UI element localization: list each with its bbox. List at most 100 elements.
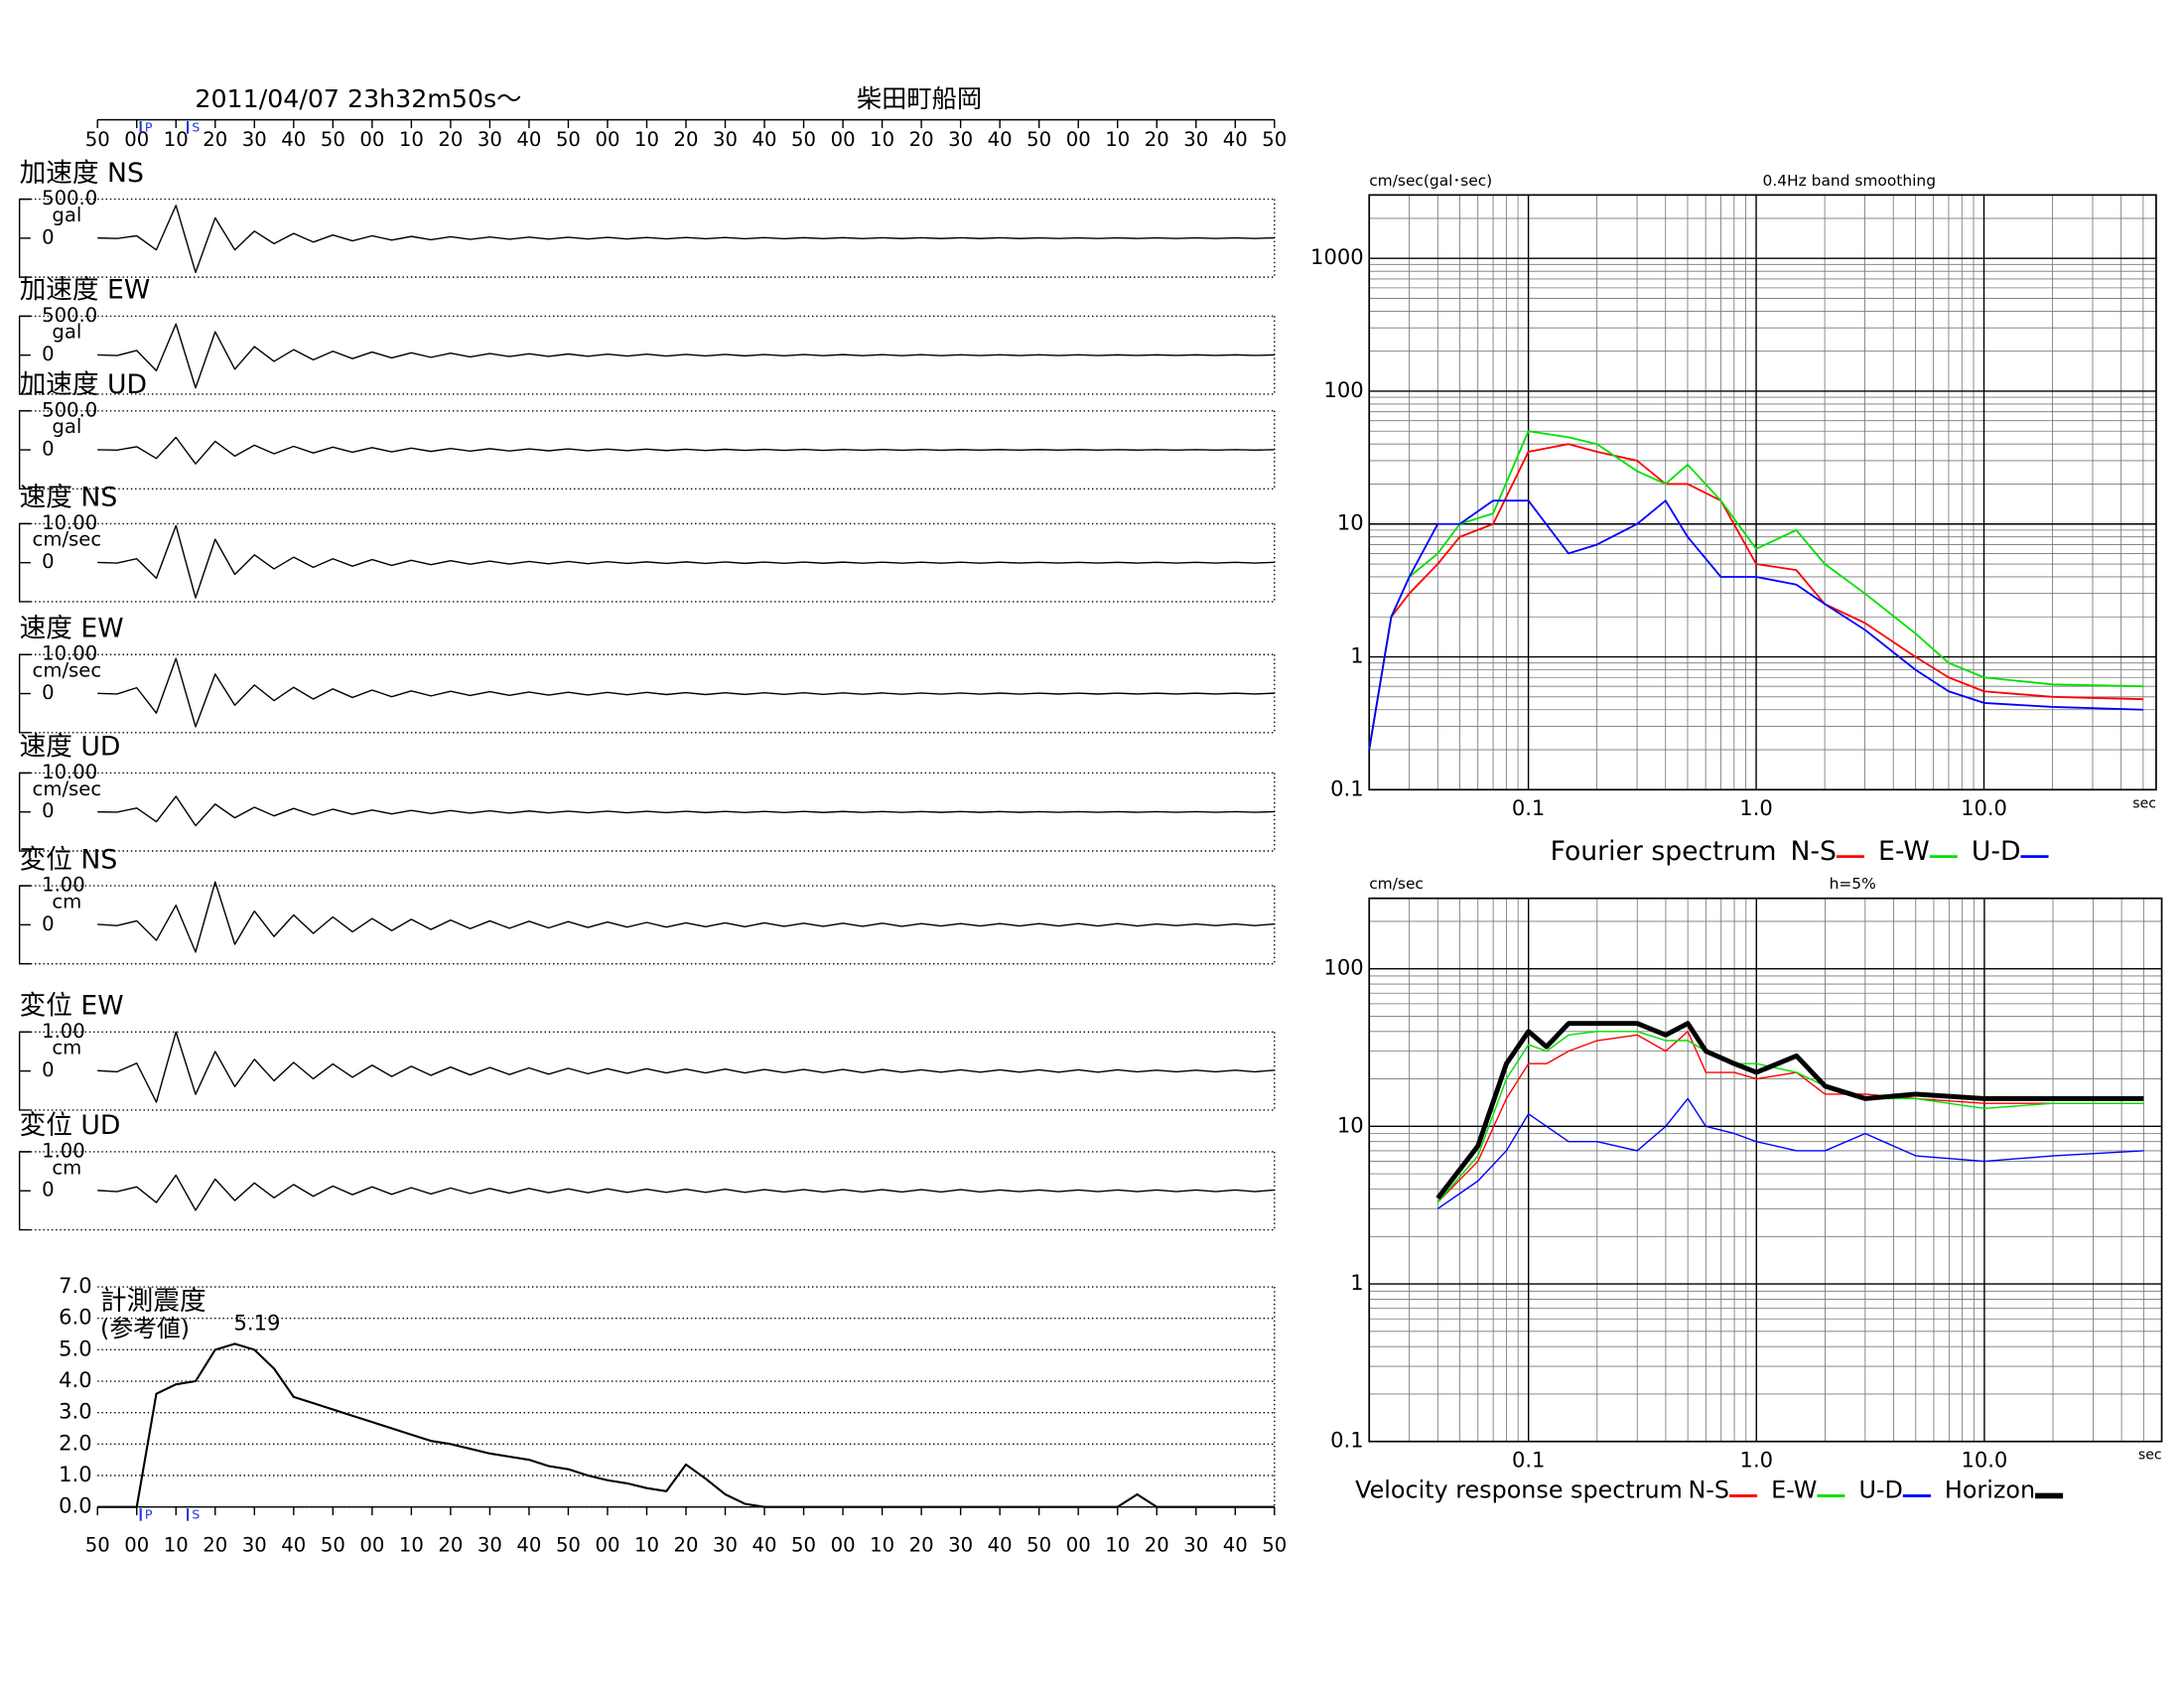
time-tick-label: 10 xyxy=(164,1533,189,1556)
y-tick-label: 0.0 xyxy=(59,1493,91,1518)
y-tick-label: 500.0 xyxy=(42,398,97,421)
y-tick-label: 0 xyxy=(42,913,55,935)
spectrum-line xyxy=(1436,1031,2144,1203)
time-tick-label: 30 xyxy=(1183,1533,1208,1556)
time-tick-label: 20 xyxy=(203,128,227,151)
y-tick-label: 0 xyxy=(42,225,55,248)
spectrum-line xyxy=(1368,430,2143,751)
time-tick-label: 20 xyxy=(674,1533,699,1556)
y-tick-label: 0 xyxy=(42,681,55,704)
x-axis-label: sec xyxy=(2132,795,2156,811)
time-tick-label: 10 xyxy=(399,1533,424,1556)
intensity-line xyxy=(97,1342,1275,1508)
time-tick-label: 50 xyxy=(791,1533,816,1556)
x-tick-label: 1.0 xyxy=(1739,795,1772,820)
panel-title: 速度 EW xyxy=(20,613,124,643)
time-tick-label: 40 xyxy=(988,128,1013,151)
time-tick-label: 40 xyxy=(1223,1533,1248,1556)
panel-title: 加速度 EW xyxy=(20,275,151,306)
y-tick-label: 0 xyxy=(42,799,55,822)
panel-title: 変位 UD xyxy=(20,1110,121,1141)
time-tick-label: 40 xyxy=(516,1533,541,1556)
legend-entry: N-S xyxy=(1688,1477,1729,1504)
y-tick-label: 100 xyxy=(1323,955,1363,980)
waveform-trace xyxy=(97,323,1275,389)
y-tick-label: 6.0 xyxy=(59,1305,91,1330)
time-tick-label: 10 xyxy=(870,1533,894,1556)
y-tick-label: 1000 xyxy=(1310,244,1364,269)
time-tick-label: 00 xyxy=(831,1533,856,1556)
time-tick-label: 00 xyxy=(595,1533,619,1556)
x-tick-label: 10.0 xyxy=(1961,1447,2007,1472)
time-tick-label: 40 xyxy=(516,128,541,151)
x-axis-label: sec xyxy=(2138,1448,2162,1464)
y-tick-label: 4.0 xyxy=(59,1367,91,1392)
y-tick-label: 2.0 xyxy=(59,1430,91,1455)
waveform-trace xyxy=(97,657,1275,728)
time-tick-label: 50 xyxy=(791,128,816,151)
time-tick-label: 40 xyxy=(752,1533,777,1556)
time-tick-label: 50 xyxy=(85,128,110,151)
phase-label: S xyxy=(192,1507,200,1522)
unit-label: cm/sec(gal･sec) xyxy=(1369,172,1492,190)
y-tick-label: 1.00 xyxy=(42,1139,85,1162)
time-tick-label: 40 xyxy=(752,128,777,151)
legend-entry: E-W xyxy=(1878,836,1930,867)
waveform-trace xyxy=(97,795,1275,827)
x-tick-label: 0.1 xyxy=(1512,1447,1545,1472)
time-tick-label: 20 xyxy=(674,128,699,151)
time-tick-label: 00 xyxy=(1066,1533,1091,1556)
time-tick-label: 00 xyxy=(359,128,384,151)
spectrum-line xyxy=(1368,443,2143,751)
time-tick-label: 40 xyxy=(281,128,306,151)
y-tick-label: 0 xyxy=(42,343,55,365)
unit-label: cm xyxy=(52,1037,81,1059)
panel-title: 変位 EW xyxy=(20,991,124,1022)
phase-label: P xyxy=(145,1507,153,1522)
phase-label: S xyxy=(192,120,200,135)
time-tick-label: 50 xyxy=(1262,1533,1287,1556)
unit-label: cm/sec xyxy=(33,659,102,682)
y-tick-label: 0 xyxy=(42,1179,55,1201)
x-tick-label: 1.0 xyxy=(1740,1447,1773,1472)
time-tick-label: 20 xyxy=(909,1533,934,1556)
time-tick-label: 50 xyxy=(1262,128,1287,151)
phase-label: P xyxy=(145,120,153,135)
legend-entry: U-D xyxy=(1972,836,2021,867)
time-tick-label: 00 xyxy=(359,1533,384,1556)
spectrum-line xyxy=(1436,1031,2144,1203)
waveform-trace xyxy=(97,524,1275,599)
y-tick-label: 10.00 xyxy=(42,642,97,665)
x-tick-label: 10.0 xyxy=(1961,795,2007,820)
unit-label: cm xyxy=(52,890,81,913)
intensity-subtitle: (参考値) xyxy=(100,1315,190,1342)
time-tick-label: 50 xyxy=(85,1533,110,1556)
waveform-trace xyxy=(97,436,1275,465)
legend-entry: U-D xyxy=(1858,1477,1902,1504)
plot-frame xyxy=(1368,194,2157,791)
station: 柴田町船岡 xyxy=(857,84,982,113)
y-tick-label: 7.0 xyxy=(59,1273,91,1298)
time-tick-label: 50 xyxy=(556,1533,581,1556)
time-tick-label: 50 xyxy=(321,128,345,151)
time-tick-label: 30 xyxy=(713,1533,738,1556)
time-tick-label: 40 xyxy=(988,1533,1013,1556)
unit-label: cm xyxy=(52,1156,81,1179)
time-tick-label: 40 xyxy=(281,1533,306,1556)
waveform-trace xyxy=(97,205,1275,274)
y-tick-label: 100 xyxy=(1323,377,1363,402)
peak-label: 5.19 xyxy=(234,1311,281,1336)
legend-title: Velocity response spectrum xyxy=(1355,1477,1683,1504)
y-tick-label: 500.0 xyxy=(42,187,97,210)
time-tick-label: 10 xyxy=(634,1533,659,1556)
time-tick-label: 20 xyxy=(1145,128,1169,151)
unit-label: cm/sec xyxy=(1369,875,1424,893)
chart-subtitle: h=5% xyxy=(1830,875,1876,893)
y-tick-label: 0 xyxy=(42,550,55,573)
y-tick-label: 500.0 xyxy=(42,304,97,327)
panel-title: 加速度 UD xyxy=(20,369,147,400)
time-tick-label: 30 xyxy=(242,128,267,151)
legend-entry: E-W xyxy=(1771,1477,1817,1504)
time-tick-label: 50 xyxy=(1026,1533,1051,1556)
